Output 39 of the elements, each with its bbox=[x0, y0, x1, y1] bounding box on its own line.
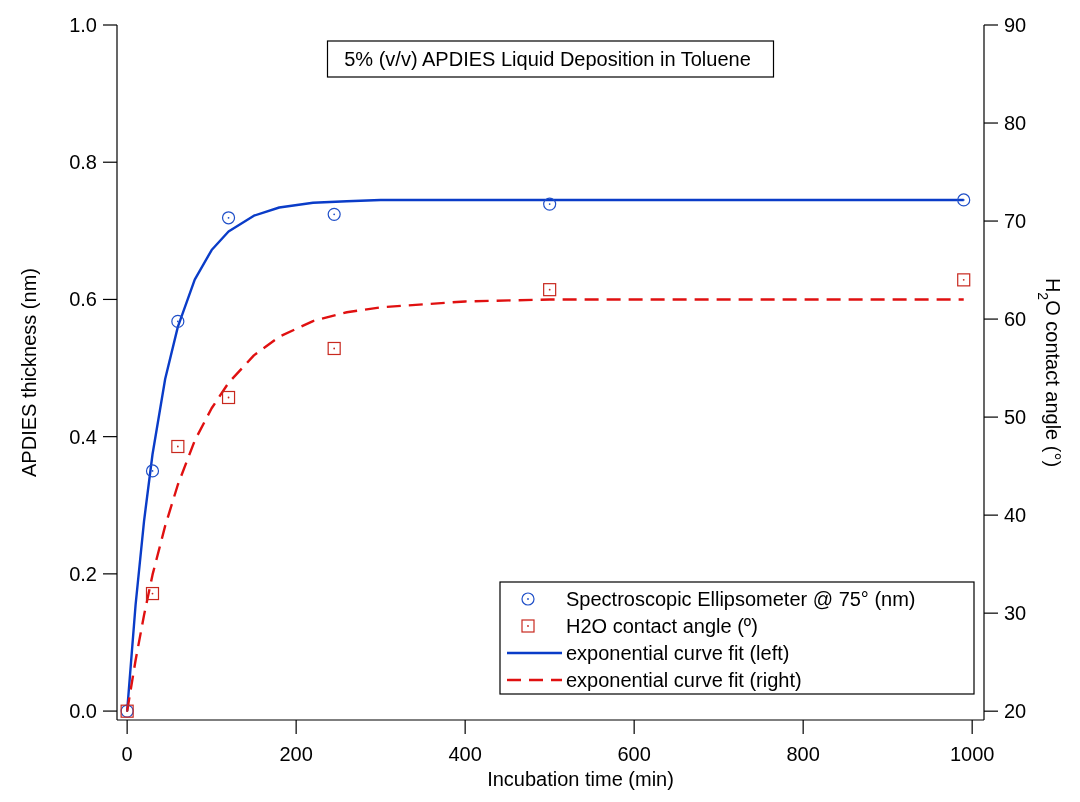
point bbox=[543, 283, 557, 297]
y2-tick-label: 60 bbox=[1004, 308, 1027, 331]
point bbox=[957, 273, 971, 287]
y2-tick-label: 90 bbox=[1004, 14, 1027, 36]
x-tick-label: 800 bbox=[786, 743, 820, 765]
y2-tick-label: 40 bbox=[1004, 504, 1027, 527]
legend-label: exponential curve fit (left) bbox=[566, 642, 790, 664]
y-tick-label: 0.0 bbox=[69, 700, 97, 723]
point bbox=[327, 207, 341, 221]
y2-tick-label: 50 bbox=[1004, 406, 1027, 429]
point bbox=[145, 464, 160, 478]
y-tick-label: 1.0 bbox=[69, 14, 97, 36]
point bbox=[145, 586, 160, 601]
x-tick-label: 600 bbox=[617, 743, 651, 765]
legend-label: Spectroscopic Ellipsometer @ 75° (nm) bbox=[566, 588, 916, 610]
x-axis-title: Incubation time (min) bbox=[487, 768, 674, 790]
point bbox=[543, 197, 557, 211]
text: 5% (v/v) APDIES Liquid Deposition in Toluene bbox=[344, 48, 751, 70]
y2-tick-label: 30 bbox=[1004, 602, 1027, 625]
y-tick-label: 0.2 bbox=[69, 562, 97, 585]
y-tick-label: 0.8 bbox=[69, 151, 97, 174]
x-tick-label: 200 bbox=[279, 743, 313, 765]
point bbox=[171, 439, 185, 454]
point bbox=[327, 341, 341, 356]
legend-label: H2O contact angle (º) bbox=[566, 615, 758, 637]
x-tick-label: 1000 bbox=[949, 743, 995, 765]
legend-label: exponential curve fit (right) bbox=[566, 669, 802, 691]
y2-tick-label: 70 bbox=[1004, 210, 1027, 233]
y-tick-label: 0.4 bbox=[69, 425, 97, 448]
y2-tick-label: 20 bbox=[1004, 700, 1027, 723]
x-tick-label: 400 bbox=[448, 743, 482, 765]
point bbox=[221, 390, 236, 405]
y-tick-label: 0.6 bbox=[69, 288, 97, 311]
x-tick-label: 0 bbox=[121, 743, 133, 765]
point bbox=[957, 193, 971, 207]
y-axis-title: APDIES thickness (nm) bbox=[18, 268, 40, 477]
point bbox=[171, 314, 185, 328]
point bbox=[221, 211, 236, 225]
y2-tick-label: 80 bbox=[1004, 112, 1027, 135]
